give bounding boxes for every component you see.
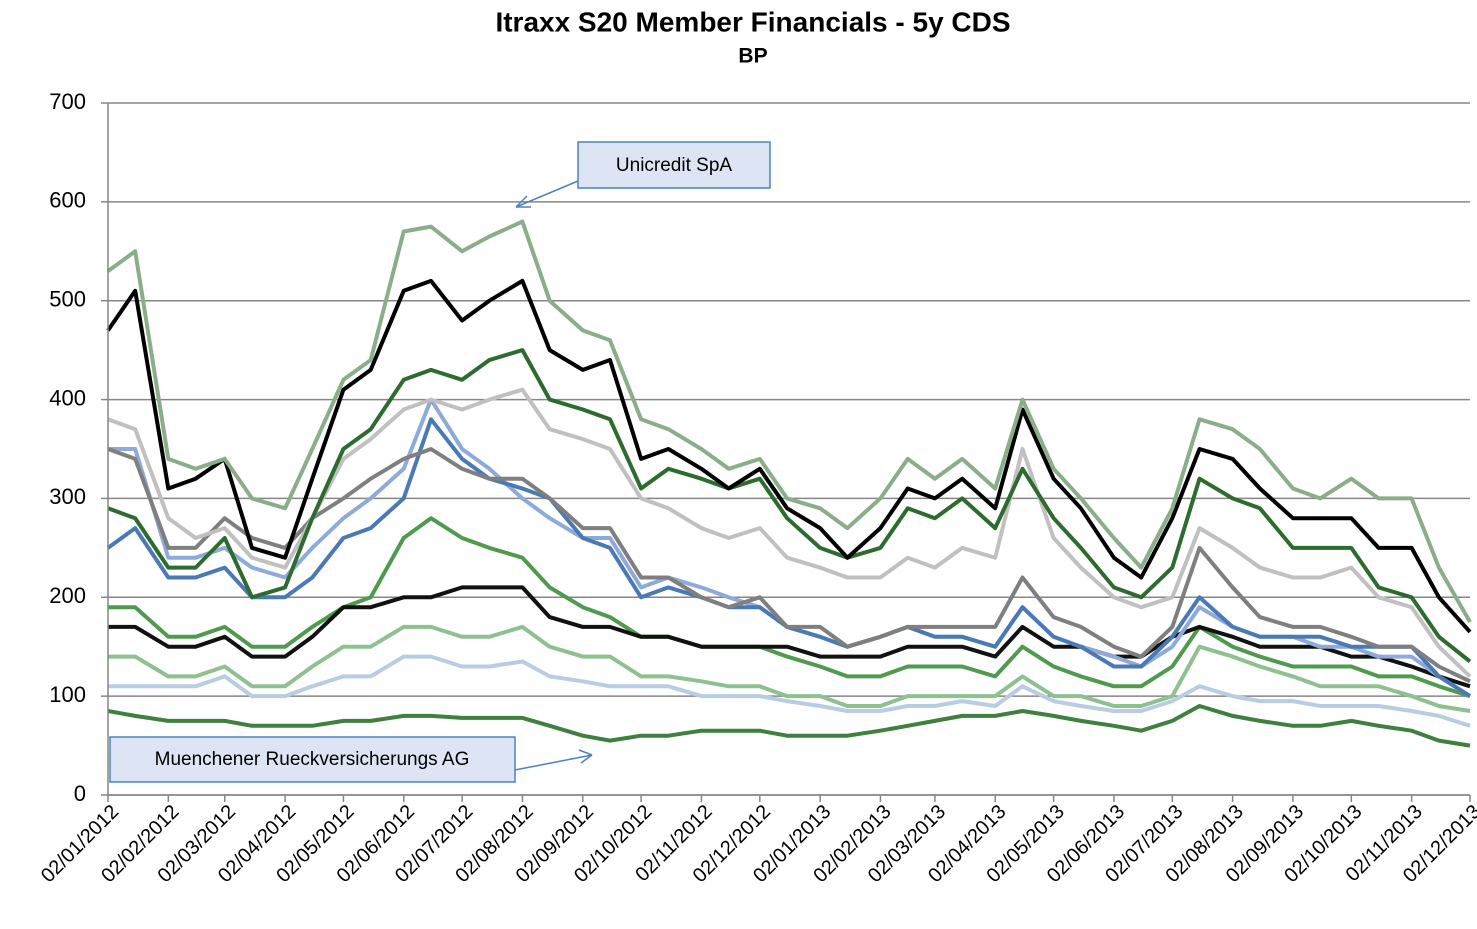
y-tick-label: 0 <box>74 781 86 806</box>
series-line <box>108 624 1471 713</box>
chart-title: Itraxx S20 Member Financials - 5y CDS <box>495 6 1010 37</box>
y-tick-label: 200 <box>49 583 86 608</box>
annotation-text: Muenchener Rueckversicherungs AG <box>155 749 470 770</box>
y-tick-label: 400 <box>49 385 86 410</box>
arrow-head <box>578 749 593 764</box>
annotation-munich: Muenchener Rueckversicherungs AG <box>109 736 593 783</box>
y-tick-label: 500 <box>49 287 86 312</box>
y-tick-label: 300 <box>49 484 86 509</box>
series-line <box>108 397 1472 698</box>
series-line <box>107 704 1471 748</box>
series-line <box>106 278 1472 634</box>
arrow-head <box>515 195 531 208</box>
lines <box>106 219 1472 748</box>
y-tick-label: 600 <box>49 188 86 213</box>
annotation-box <box>109 736 516 783</box>
annotation-arrow <box>514 754 593 771</box>
series-line <box>108 516 1471 699</box>
y-tick-label: 100 <box>49 682 86 707</box>
annotation-arrow <box>515 180 579 208</box>
series-line <box>107 387 1472 678</box>
series-line <box>107 447 1471 684</box>
annotation-box <box>577 141 771 189</box>
series-line <box>107 348 1472 664</box>
y-tick-label: 700 <box>49 89 86 114</box>
chart-subtitle: BP <box>738 45 767 68</box>
series-line <box>108 585 1471 689</box>
series-line <box>106 219 1472 623</box>
annotation-text: Unicredit SpA <box>616 155 732 176</box>
series-line <box>108 654 1471 728</box>
annotation-unicredit: Unicredit SpA <box>515 141 771 208</box>
